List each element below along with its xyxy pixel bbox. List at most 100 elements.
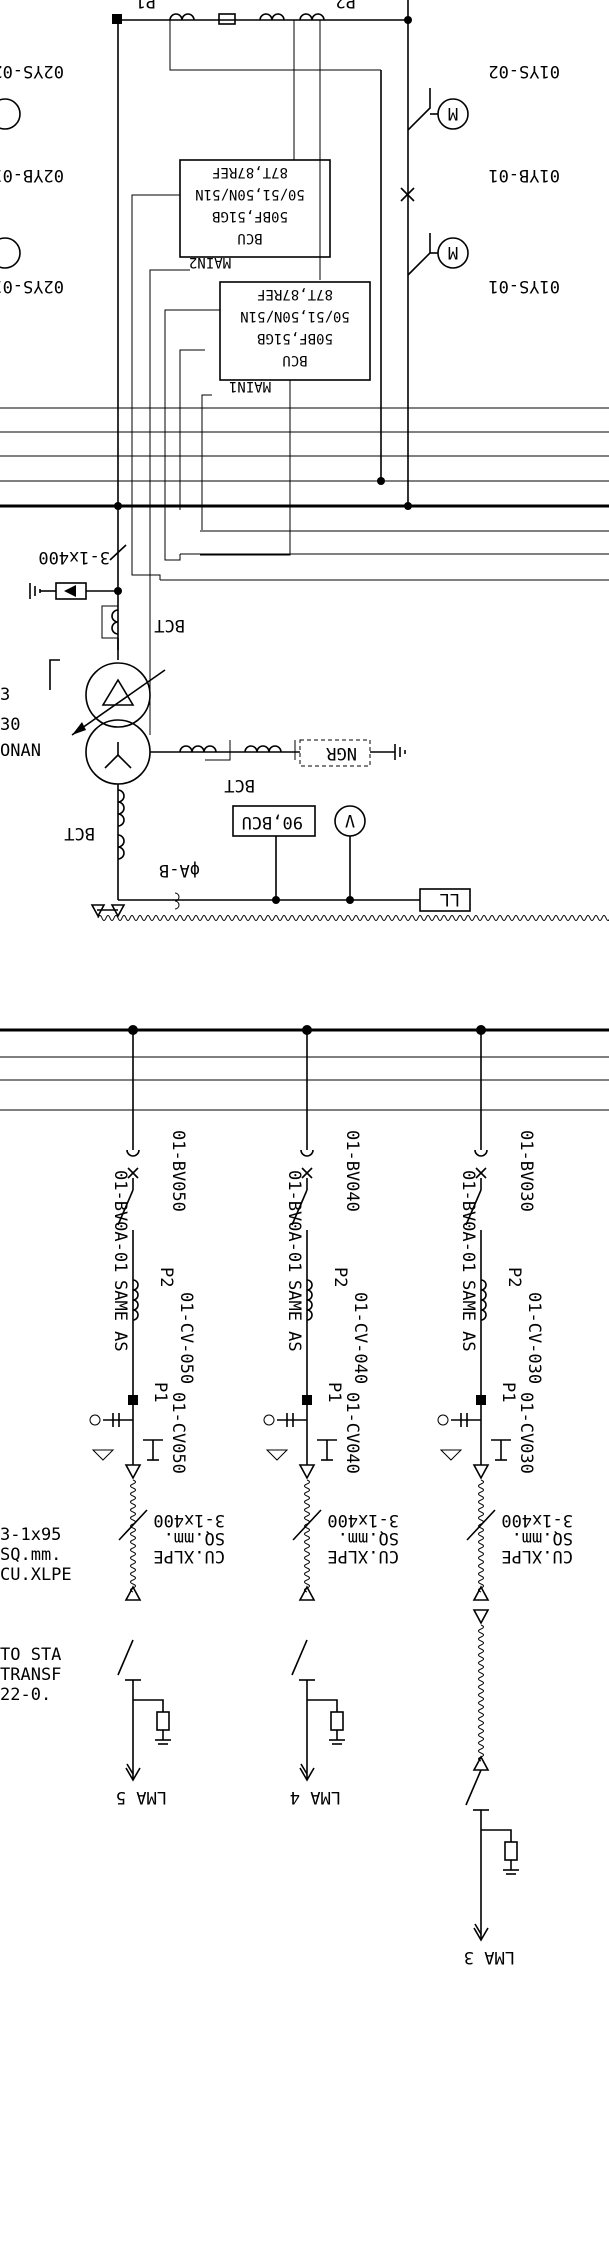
right-feeder-label-2: 01YB-01 [488, 165, 560, 185]
left-to-1: TO STA [0, 1645, 61, 1665]
same-as-label: SAME AS [284, 1280, 304, 1352]
main2-line-4: BCU [237, 230, 262, 246]
left-to-3: 22-0. [0, 1685, 51, 1705]
ct-label: 01-CV-030 [524, 1292, 544, 1384]
cable-label: SQ.mm. [164, 1528, 225, 1548]
left-feeder-label-2: 02YB-01 [0, 165, 64, 185]
ll-box [419, 888, 471, 912]
cable-label: CU.XLPE [153, 1546, 225, 1566]
main1-line-4: BCU [282, 352, 307, 368]
p1-label: P1 [324, 1382, 344, 1402]
breaker-label: 01-BV0A-01 [458, 1170, 478, 1272]
upper-busbars [0, 407, 609, 581]
cable-label: SQ.mm. [338, 1528, 399, 1548]
main1-line-2: 50/51,50N/51N [240, 308, 350, 324]
transformer-block: BCT 3 30 ONAN BCT NGR BCT [0, 605, 406, 900]
main1-line-1: 87T,87REF [257, 286, 333, 302]
cable-label: CU.XLPE [327, 1546, 399, 1566]
phase-label: ϕA-B [159, 860, 200, 880]
right-feeder-label-3: 01YS-01 [488, 276, 560, 296]
junction-dot [404, 16, 412, 24]
left-partial-bay: 01-SVT1 01-SVT1 3-1x95 SQ.mm. CU.XLPE TO… [0, 1525, 72, 1705]
main1-line-3: 50BF,51GB [257, 330, 333, 346]
same-as-label: SAME AS [110, 1280, 130, 1352]
cable-label: CU.XLPE [501, 1546, 573, 1566]
left-feeder-label-3: 02YS-01 [0, 276, 64, 296]
feeder-bay [437, 1025, 519, 1942]
p2-label: P2 [156, 1267, 176, 1287]
cable-label: SQ.mm. [512, 1528, 573, 1548]
feeder-bay [89, 1025, 171, 1782]
left-to-2: TRANSF [0, 1665, 61, 1685]
left-cable-2: SQ.mm. [0, 1545, 61, 1565]
junction-dot [112, 14, 122, 24]
p1-label: P1 [498, 1382, 518, 1402]
junction-dot [404, 502, 412, 510]
transformer-primary-icon [85, 662, 151, 728]
p2-label: P2 [330, 1267, 350, 1287]
load-label: LMA 4 [290, 1787, 341, 1807]
ct-coils-top [169, 13, 325, 25]
main2-line-1: 87T,87REF [212, 164, 288, 180]
cable-label-upper: 3-1x400 [38, 547, 110, 567]
main1-caption: MAIN1 [229, 378, 271, 394]
left-cable-1: 3-1x95 [0, 1525, 61, 1545]
main2-line-3: 50BF,51GB [212, 208, 288, 224]
voltmeter-label: V [345, 810, 355, 830]
cable-label: 3-1x400 [501, 1510, 573, 1530]
load-label: LMA 3 [464, 1947, 515, 1967]
right-feeder-label-1: 01YS-02 [488, 61, 560, 81]
ngr-box [299, 739, 371, 767]
ngr-label: NGR [326, 743, 357, 763]
transformer-partial-2: 30 [0, 715, 20, 735]
motor-icon [0, 237, 21, 269]
ll-label: LL [440, 889, 460, 909]
main2-caption: MAIN2 [189, 254, 231, 270]
bcu-box [232, 805, 316, 837]
p2-label: P2 [336, 0, 356, 11]
ct2-label: 01-CV040 [342, 1392, 362, 1474]
incomer-cable: 3-1x400 [29, 544, 127, 600]
p1-label: P1 [150, 1382, 170, 1402]
breaker-label: 01-BV0A-01 [110, 1170, 130, 1272]
wavy-cable-horizontal [90, 904, 609, 921]
cable-label: 3-1x400 [327, 1510, 399, 1530]
transformer-cooling: ONAN [0, 741, 41, 761]
bcu-label: 90,BCU [242, 812, 303, 832]
bct-label-1: BCT [154, 615, 185, 635]
control-wiring [131, 20, 381, 761]
lower-busbars [0, 1028, 609, 1111]
panel-label: 01-BV050 [168, 1130, 188, 1212]
incomer-conductor [112, 0, 412, 650]
junction-dot [114, 502, 122, 510]
feeder-bay [263, 1025, 345, 1782]
main1-relay: 87T,87REF 50/51,50N/51N 50BF,51GB BCU MA… [219, 281, 371, 394]
main2-line-2: 50/51,50N/51N [195, 186, 305, 202]
motor-icon [0, 98, 21, 130]
left-cable-3: CU.XLPE [0, 1565, 72, 1585]
cable-label: 3-1x400 [153, 1510, 225, 1530]
ct2-label: 01-CV050 [168, 1392, 188, 1474]
right-feeder-motors: 01YS-02 01YB-01 01YS-01 M M [400, 61, 560, 296]
ct2-label: 01-CV030 [516, 1392, 536, 1474]
ct-label: 01-CV-050 [176, 1292, 196, 1384]
left-feeder-label-1: 02YS-02 [0, 61, 64, 81]
bct-label-2: BCT [224, 775, 255, 795]
left-feeder-motors: 02YS-02 02YB-01 02YS-01 [0, 61, 64, 296]
main2-relay: 87T,87REF 50/51,50N/51N 50BF,51GB BCU MA… [179, 159, 331, 270]
panel-label: 01-BV030 [516, 1130, 536, 1212]
ct-label: 01-CV-040 [350, 1292, 370, 1384]
transformer-partial-1: 3 [0, 685, 10, 705]
same-as-label: SAME AS [458, 1280, 478, 1352]
breaker-label: 01-BV0A-01 [284, 1170, 304, 1272]
load-label: LMA 5 [116, 1787, 167, 1807]
metering-block: 90,BCU V ϕA-B LL [118, 805, 471, 912]
motor-symbol-2: M [448, 242, 458, 262]
p1-label: P1 [136, 0, 156, 11]
bct-label-3: BCT [64, 823, 95, 843]
motor-symbol: M [448, 103, 458, 123]
p2-label: P2 [504, 1267, 524, 1287]
